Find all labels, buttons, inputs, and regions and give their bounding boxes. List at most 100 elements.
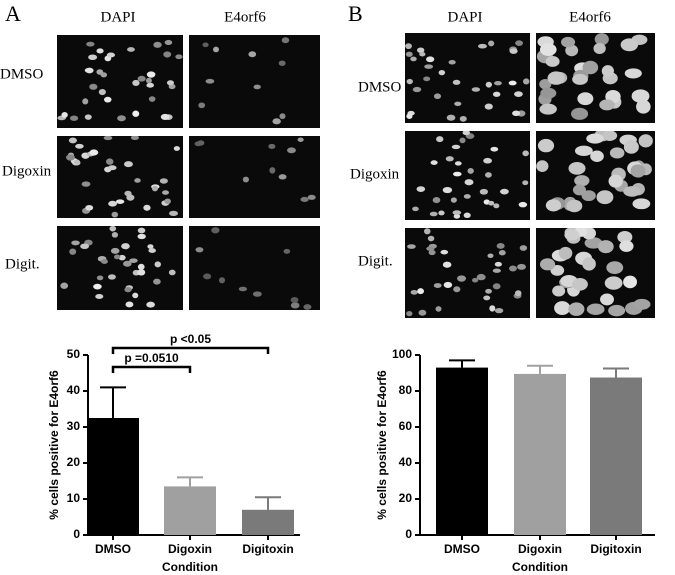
nucleus: [572, 277, 588, 291]
nucleus: [440, 249, 449, 255]
nucleus: [443, 281, 453, 288]
nucleus: [426, 56, 435, 63]
nucleus: [617, 230, 633, 244]
nucleus: [464, 179, 474, 186]
nucleus: [108, 274, 116, 280]
nucleus: [134, 178, 141, 183]
significance-label: p <0.05: [170, 332, 211, 346]
nucleus: [489, 305, 496, 312]
nucleus: [608, 174, 623, 188]
y-tick-label: 40: [399, 455, 413, 469]
nucleus: [522, 78, 530, 85]
y-tick-label: 80: [399, 383, 413, 397]
nucleus: [499, 188, 509, 195]
nucleus: [487, 253, 494, 259]
nucleus: [412, 86, 422, 93]
nucleus: [198, 102, 206, 109]
nucleus: [82, 98, 89, 105]
nucleus: [570, 107, 589, 120]
nucleus: [485, 172, 492, 178]
nucleus: [416, 186, 426, 193]
nucleus: [278, 174, 287, 180]
nucleus: [517, 263, 526, 270]
nucleus: [95, 294, 104, 299]
x-tick-label: Digoxin: [168, 542, 212, 556]
column-label: E4orf6: [224, 9, 266, 25]
y-tick-label: 50: [67, 347, 81, 361]
nucleus: [545, 199, 562, 212]
nucleus: [96, 48, 104, 54]
nucleus: [429, 211, 438, 217]
nucleus: [124, 287, 132, 293]
nucleus: [492, 268, 501, 273]
x-tick-label: Digitoxin: [242, 542, 293, 556]
nucleus: [211, 227, 220, 234]
nucleus: [545, 56, 560, 67]
nucleus: [609, 147, 625, 159]
nucleus: [459, 115, 467, 122]
y-tick-label: 10: [67, 491, 81, 505]
nucleus: [577, 92, 594, 106]
nucleus: [515, 40, 524, 46]
nucleus: [417, 47, 425, 53]
y-tick-label: 40: [67, 383, 81, 397]
nucleus: [96, 275, 104, 281]
nucleus: [537, 138, 555, 153]
nucleus: [108, 200, 117, 207]
nucleus: [492, 91, 501, 97]
nucleus: [287, 147, 296, 154]
nucleus: [113, 254, 121, 260]
row-label: DMSO: [0, 66, 44, 82]
nucleus: [137, 263, 145, 270]
nucleus: [484, 103, 493, 110]
nucleus: [104, 96, 112, 103]
nucleus: [405, 51, 413, 57]
nucleus: [509, 265, 517, 272]
nucleus: [539, 79, 552, 90]
nucleus: [127, 47, 135, 52]
nucleus: [146, 82, 155, 88]
nucleus: [117, 115, 126, 122]
nucleus: [566, 199, 583, 213]
nucleus: [218, 277, 226, 284]
nucleus: [410, 289, 418, 295]
x-tick-label: Digitoxin: [590, 542, 641, 556]
nucleus: [512, 110, 521, 117]
nucleus: [623, 140, 639, 154]
nucleus: [137, 75, 146, 82]
nucleus: [81, 181, 91, 187]
nucleus: [590, 150, 604, 162]
nucleus: [496, 243, 505, 249]
nucleus: [151, 185, 159, 192]
x-tick-label: DMSO: [95, 542, 131, 556]
nucleus: [169, 210, 178, 217]
nucleus: [71, 240, 80, 246]
nucleus: [423, 228, 431, 235]
nucleus: [111, 231, 119, 238]
nucleus: [417, 288, 425, 295]
nucleus: [574, 145, 593, 157]
nucleus: [85, 204, 94, 211]
nucleus: [623, 275, 638, 289]
y-tick-label: 20: [67, 455, 81, 469]
nucleus: [160, 113, 170, 120]
nucleus: [427, 235, 435, 242]
column-label: E4orf6: [569, 9, 611, 25]
nucleus: [153, 41, 162, 48]
nucleus: [137, 269, 146, 276]
nucleus: [148, 248, 156, 254]
y-tick-label: 0: [405, 527, 412, 541]
nucleus: [146, 301, 155, 308]
nucleus: [632, 198, 651, 210]
nucleus: [129, 258, 138, 263]
nucleus: [601, 65, 614, 77]
nucleus: [173, 146, 180, 151]
nucleus: [137, 227, 146, 234]
nucleus: [405, 43, 412, 50]
nucleus: [86, 41, 95, 47]
nucleus: [272, 118, 281, 125]
x-tick-label: Digoxin: [518, 542, 562, 556]
nucleus: [146, 71, 156, 78]
nucleus: [509, 48, 518, 54]
